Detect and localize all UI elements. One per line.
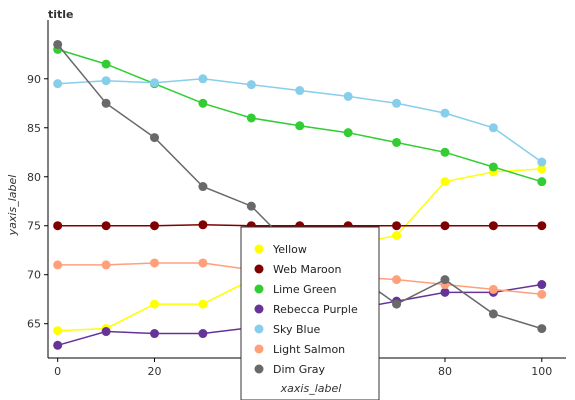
data-point-dim-gray [246,201,256,211]
data-point-rebecca-purple [101,327,111,337]
x-tick-label: 20 [148,365,162,378]
legend-label-rebecca-purple: Rebecca Purple [273,303,358,316]
data-point-rebecca-purple [198,329,208,339]
legend-item-yellow: Yellow [254,243,307,256]
legend-label-yellow: Yellow [272,243,307,256]
y-tick-label: 90 [27,73,41,86]
data-point-yellow [440,177,450,187]
legend-marker-lime-green [254,284,264,294]
legend-item-web-maroon: Web Maroon [254,263,341,276]
legend-item-rebecca-purple: Rebecca Purple [254,303,358,316]
data-point-rebecca-purple [150,329,160,339]
legend-item-sky-blue: Sky Blue [254,323,321,336]
data-point-sky-blue [101,76,111,86]
x-axis-title: xaxis_label [280,382,342,395]
data-point-web-maroon [537,221,547,231]
data-point-web-maroon [150,221,160,231]
y-axis-title: yaxis_label [6,175,19,237]
legend-marker-sky-blue [254,324,264,334]
data-point-sky-blue [440,108,450,118]
chart-title: title [48,8,74,21]
legend-marker-rebecca-purple [254,304,264,314]
data-point-yellow [537,164,547,174]
data-point-light-salmon [198,258,208,268]
data-point-rebecca-purple [440,287,450,297]
data-point-dim-gray [488,309,498,319]
data-point-sky-blue [246,80,256,90]
data-point-sky-blue [343,91,353,101]
data-point-light-salmon [488,284,498,294]
data-point-lime-green [246,113,256,123]
legend-label-sky-blue: Sky Blue [273,323,321,336]
data-point-sky-blue [537,157,547,167]
y-tick-label: 75 [27,220,41,233]
legend-item-light-salmon: Light Salmon [254,343,345,356]
data-point-sky-blue [295,86,305,96]
data-point-web-maroon [101,221,111,231]
legend-marker-light-salmon [254,344,264,354]
data-point-dim-gray [53,39,63,49]
legend-item-lime-green: Lime Green [254,283,337,296]
legend-box [240,226,380,400]
data-point-lime-green [440,147,450,157]
series-sky-blue [53,74,547,167]
data-point-light-salmon [537,289,547,299]
legend: Yellow Web Maroon Lime Green Rebecca Purple… [240,226,380,400]
legend-label-lime-green: Lime Green [273,283,337,296]
data-point-dim-gray [150,133,160,143]
data-point-web-maroon [392,221,402,231]
data-point-lime-green [488,162,498,172]
data-point-rebecca-purple [53,340,63,350]
data-point-lime-green [537,177,547,187]
data-point-web-maroon [488,221,498,231]
y-tick-label: 70 [27,269,41,282]
data-point-sky-blue [392,98,402,108]
data-point-lime-green [198,98,208,108]
series-lime-green [53,44,547,187]
data-point-yellow [392,231,402,241]
data-point-light-salmon [53,260,63,270]
y-tick-label: 80 [27,171,41,184]
data-point-lime-green [295,121,305,131]
series-line-lime-green [57,48,543,183]
data-point-light-salmon [150,258,160,268]
x-tick-label: 0 [54,365,61,378]
y-tick-label: 85 [27,122,41,135]
data-point-yellow [53,326,63,336]
legend-label-dim-gray: Dim Gray [273,363,326,376]
data-point-yellow [198,299,208,309]
data-point-lime-green [343,128,353,138]
data-point-web-maroon [440,221,450,231]
legend-label-light-salmon: Light Salmon [273,343,345,356]
data-point-sky-blue [150,78,160,88]
x-tick-label: 100 [531,365,552,378]
data-point-dim-gray [537,324,547,334]
data-point-lime-green [392,137,402,147]
data-point-yellow [150,299,160,309]
data-point-light-salmon [101,260,111,270]
legend-marker-dim-gray [254,364,264,374]
data-point-sky-blue [488,123,498,133]
legend-marker-yellow [254,244,264,254]
data-point-sky-blue [53,79,63,89]
legend-label-web-maroon: Web Maroon [273,263,341,276]
legend-item-dim-gray: Dim Gray [254,363,326,376]
x-tick-label: 80 [438,365,452,378]
data-point-dim-gray [198,182,208,192]
legend-marker-web-maroon [254,264,264,274]
data-point-web-maroon [53,221,63,231]
data-point-web-maroon [198,220,208,230]
data-point-lime-green [101,59,111,69]
data-point-rebecca-purple [537,280,547,290]
data-point-dim-gray [101,98,111,108]
data-point-sky-blue [198,74,208,84]
data-point-dim-gray [392,299,402,309]
data-point-light-salmon [392,275,402,285]
series-web-maroon [53,220,547,231]
data-point-dim-gray [440,275,450,285]
y-tick-label: 65 [27,318,41,331]
